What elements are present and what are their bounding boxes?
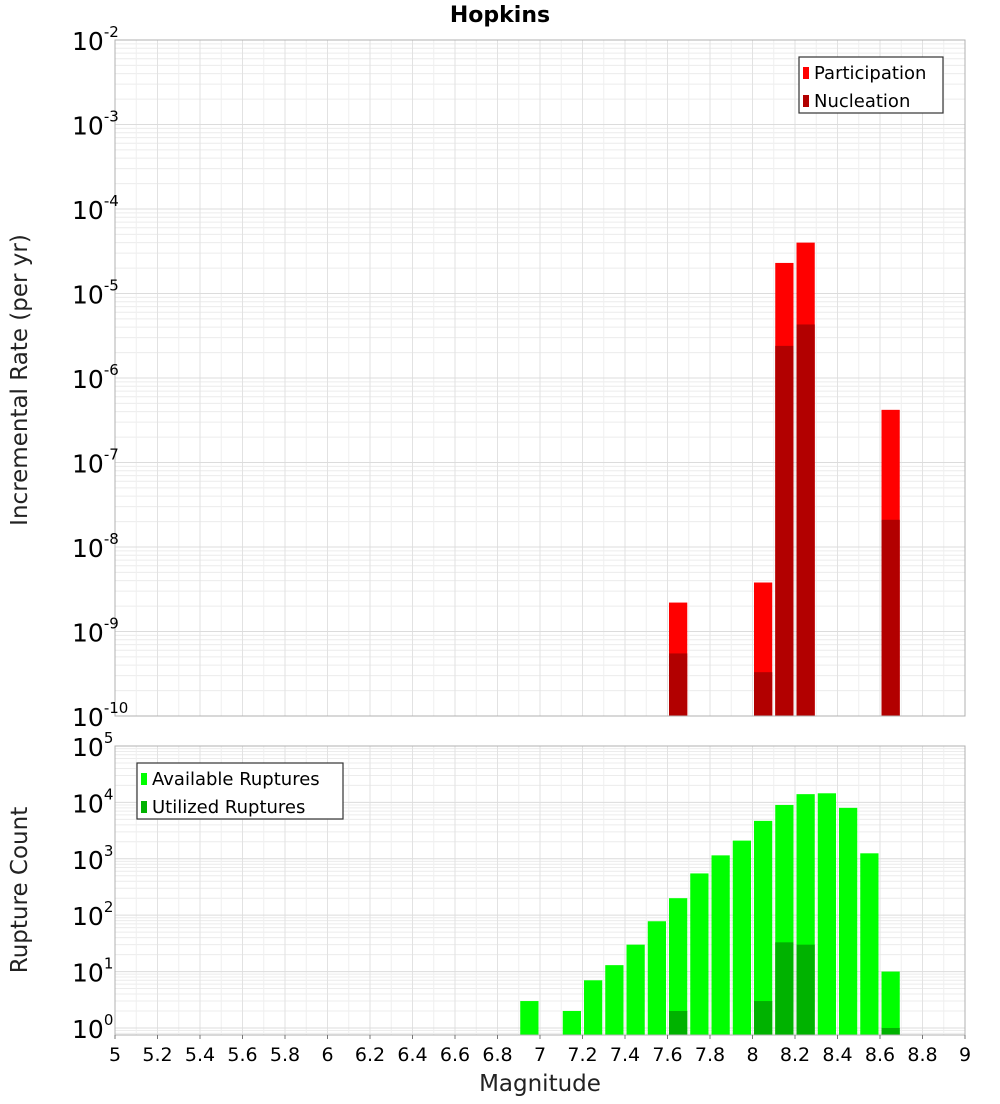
x-tick-label: 8.8 bbox=[907, 1044, 937, 1066]
legend-swatch bbox=[141, 801, 147, 813]
y-axis-label: Incremental Rate (per yr) bbox=[7, 234, 33, 526]
bar-available-ruptures bbox=[605, 965, 624, 1035]
x-tick-label: 5.8 bbox=[270, 1044, 300, 1066]
y-axis-label: Rupture Count bbox=[7, 807, 33, 973]
legend-label: Participation bbox=[814, 63, 926, 84]
bar-available-ruptures bbox=[817, 793, 836, 1035]
bar-available-ruptures bbox=[711, 855, 730, 1035]
x-tick-label: 9 bbox=[959, 1044, 971, 1066]
x-tick-label: 5.2 bbox=[142, 1044, 172, 1066]
x-tick-label: 5.4 bbox=[185, 1044, 215, 1066]
bar-available-ruptures bbox=[626, 944, 645, 1035]
legend-label: Available Ruptures bbox=[152, 769, 320, 790]
y-tick-label: 100 bbox=[72, 1011, 113, 1044]
bar-available-ruptures bbox=[839, 807, 858, 1035]
x-tick-label: 7.4 bbox=[610, 1044, 640, 1066]
x-tick-label: 8.4 bbox=[822, 1044, 852, 1066]
y-tick-label: 10-10 bbox=[72, 699, 128, 732]
bar-available-ruptures bbox=[690, 873, 709, 1035]
y-tick-label: 10-5 bbox=[72, 277, 119, 310]
bar-available-ruptures bbox=[754, 820, 773, 1035]
x-tick-label: 6.8 bbox=[482, 1044, 512, 1066]
bar-nucleation bbox=[881, 519, 900, 716]
y-tick-label: 10-7 bbox=[72, 446, 119, 479]
x-tick-label: 8.6 bbox=[865, 1044, 895, 1066]
legend-label: Nucleation bbox=[814, 91, 910, 112]
y-tick-label: 101 bbox=[72, 955, 113, 988]
x-tick-label: 7.8 bbox=[695, 1044, 725, 1066]
legend-swatch bbox=[803, 67, 809, 79]
bar-nucleation bbox=[796, 324, 815, 716]
bar-nucleation bbox=[669, 653, 688, 716]
x-tick-label: 7.2 bbox=[567, 1044, 597, 1066]
x-tick-label: 5.6 bbox=[227, 1044, 257, 1066]
legend-box bbox=[798, 56, 944, 114]
x-axis-label: Magnitude bbox=[479, 1071, 601, 1097]
y-tick-label: 10-4 bbox=[72, 192, 119, 225]
y-tick-label: 102 bbox=[72, 898, 113, 931]
x-tick-label: 7.6 bbox=[652, 1044, 682, 1066]
bar-utilized-ruptures bbox=[881, 1027, 900, 1035]
y-tick-label: 10-8 bbox=[72, 530, 119, 563]
legend-box bbox=[136, 762, 344, 820]
bar-utilized-ruptures bbox=[796, 944, 815, 1035]
legend-swatch bbox=[803, 95, 809, 107]
plot-border bbox=[114, 39, 966, 717]
bar-available-ruptures bbox=[881, 971, 900, 1035]
bar-available-ruptures bbox=[520, 1001, 539, 1035]
x-tick-label: 6.4 bbox=[397, 1044, 427, 1066]
chart-title: Hopkins bbox=[450, 3, 550, 28]
bar-available-ruptures bbox=[562, 1010, 581, 1035]
y-tick-label: 10-6 bbox=[72, 361, 119, 394]
y-tick-label: 103 bbox=[72, 842, 113, 875]
x-tick-label: 5 bbox=[109, 1044, 121, 1066]
x-tick-label: 6.2 bbox=[355, 1044, 385, 1066]
x-tick-label: 6.6 bbox=[440, 1044, 470, 1066]
bar-utilized-ruptures bbox=[754, 1001, 773, 1035]
bar-available-ruptures bbox=[732, 840, 751, 1035]
y-tick-label: 10-2 bbox=[72, 23, 119, 56]
x-tick-label: 6 bbox=[321, 1044, 333, 1066]
bar-utilized-ruptures bbox=[669, 1010, 688, 1035]
x-tick-label: 8.2 bbox=[780, 1044, 810, 1066]
bar-utilized-ruptures bbox=[775, 942, 794, 1035]
legend-swatch bbox=[141, 773, 147, 785]
bar-nucleation bbox=[775, 345, 794, 716]
y-tick-label: 10-3 bbox=[72, 108, 119, 141]
y-tick-label: 104 bbox=[72, 785, 113, 818]
x-tick-label: 7 bbox=[534, 1044, 546, 1066]
bar-available-ruptures bbox=[584, 980, 603, 1035]
y-tick-label: 10-9 bbox=[72, 615, 119, 648]
legend-label: Utilized Ruptures bbox=[152, 797, 305, 818]
bar-available-ruptures bbox=[669, 898, 688, 1035]
x-tick-label: 8 bbox=[746, 1044, 758, 1066]
bar-nucleation bbox=[754, 672, 773, 716]
bar-available-ruptures bbox=[647, 921, 666, 1035]
y-tick-label: 105 bbox=[72, 729, 113, 762]
bar-available-ruptures bbox=[860, 853, 879, 1035]
